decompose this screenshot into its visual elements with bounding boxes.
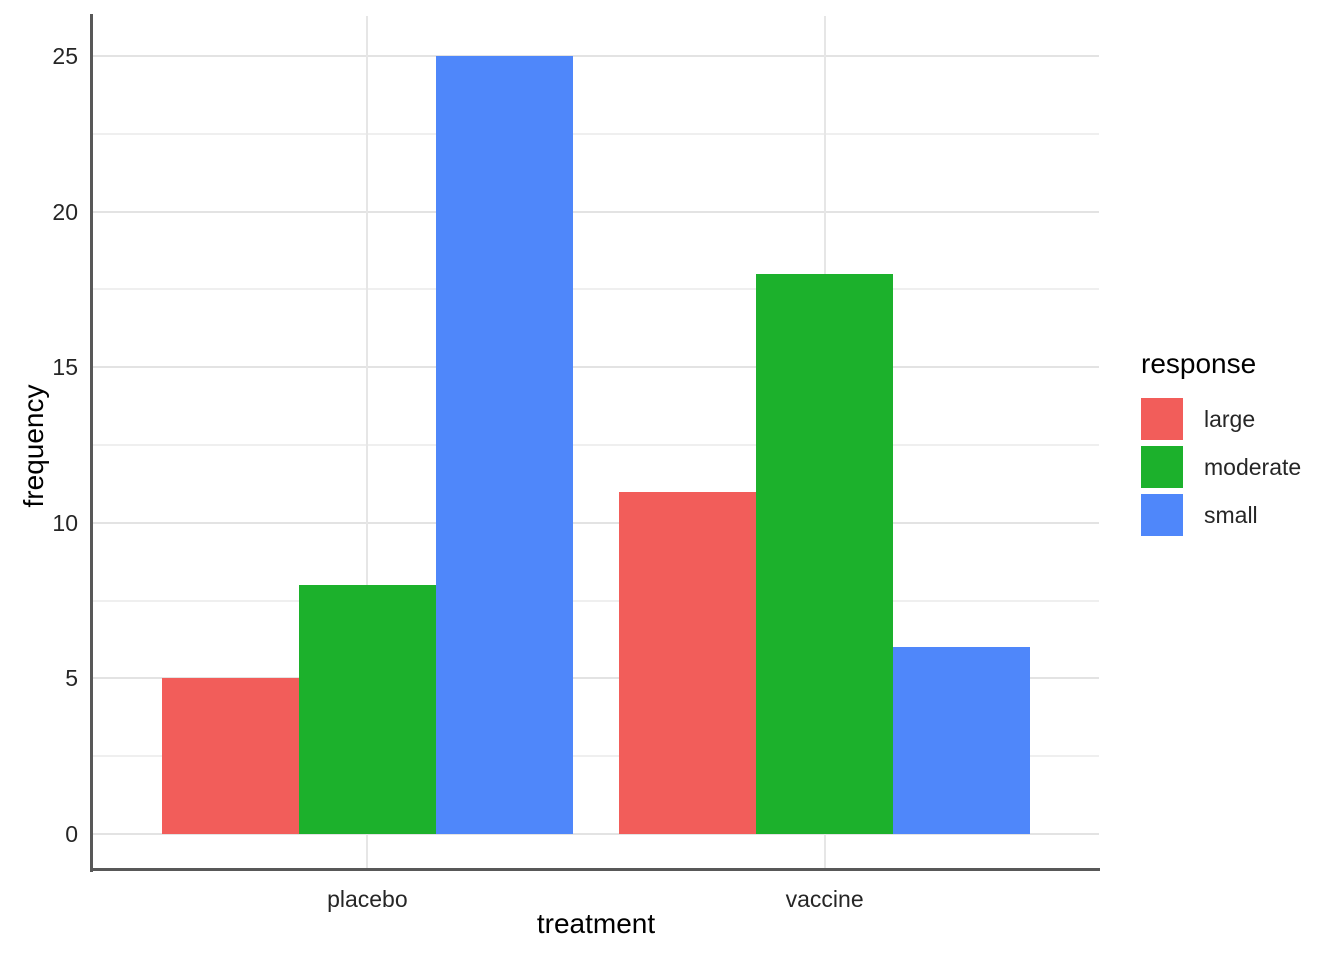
y-tick-label: 5	[65, 665, 78, 692]
y-tick-label: 20	[52, 198, 78, 225]
bar-vaccine-moderate	[756, 273, 894, 834]
gridline-major	[93, 366, 1099, 369]
bar-placebo-moderate	[298, 585, 436, 834]
legend-title: response	[1141, 348, 1257, 379]
y-axis-title: frequency	[18, 384, 49, 508]
y-axis-line	[90, 14, 93, 872]
gridline-minor	[93, 755, 1099, 758]
x-axis-line	[90, 868, 1100, 871]
gridline-minor	[93, 288, 1099, 291]
legend-item-large: large	[1141, 398, 1301, 440]
legend-label-moderate: moderate	[1204, 453, 1302, 480]
x-axis-title: treatment	[536, 908, 656, 939]
gridline-major	[93, 521, 1099, 524]
bar-placebo-large	[161, 678, 299, 834]
gridline-minor	[93, 599, 1099, 602]
gridline-minor	[93, 132, 1099, 135]
legend-key-moderate	[1141, 446, 1183, 488]
legend-label-large: large	[1204, 405, 1256, 432]
legend-items: large moderate small	[1141, 398, 1301, 536]
legend-label-small: small	[1204, 501, 1258, 528]
legend-key-large	[1141, 398, 1183, 440]
legend-item-moderate: moderate	[1141, 446, 1301, 488]
gridline-major	[93, 55, 1099, 57]
plot-panel	[93, 16, 1099, 870]
gridline-minor	[93, 444, 1099, 446]
legend: response large moderate small	[1141, 348, 1301, 542]
y-tick-label: 25	[52, 43, 78, 69]
bar-vaccine-small	[893, 647, 1031, 834]
y-tick-label: 10	[52, 509, 78, 536]
legend-item-small: small	[1141, 494, 1301, 536]
y-tick-label: 15	[52, 354, 78, 381]
bar-placebo-small	[435, 56, 574, 834]
x-tick-label: vaccine	[785, 886, 864, 912]
gridline-major	[93, 677, 1099, 680]
gridline-major	[93, 833, 1099, 835]
x-tick-label: placebo	[327, 886, 408, 912]
y-tick-label: 0	[65, 821, 78, 847]
legend-key-small	[1141, 494, 1183, 536]
gridline-major	[93, 210, 1099, 213]
gridline-vertical-placebo	[366, 16, 369, 870]
bar-vaccine-large	[618, 491, 757, 834]
